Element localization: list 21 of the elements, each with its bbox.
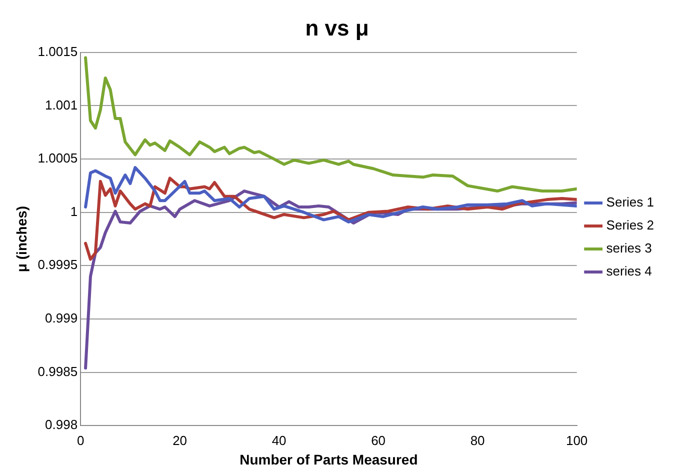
y-tick-label: 1.001: [45, 97, 78, 112]
chart-title: n vs μ: [305, 15, 369, 40]
y-tick-label: 0.9985: [38, 364, 78, 379]
legend-label: Series 1: [606, 194, 654, 210]
y-tick-label: 1.0005: [38, 150, 78, 166]
y-tick-label: 1.0015: [38, 44, 78, 59]
y-tick-label: 0.998: [45, 417, 78, 432]
x-tick-label: 60: [371, 432, 386, 448]
y-tick-label: 1: [70, 204, 78, 219]
legend-label: series 3: [606, 240, 652, 256]
x-tick-label: 80: [470, 432, 485, 448]
legend-label: series 4: [606, 264, 652, 279]
x-tick-label: 20: [172, 432, 188, 448]
y-tick-label: 0.999: [45, 310, 78, 326]
y-tick-label: 0.9995: [38, 257, 78, 272]
legend-label: Series 2: [606, 218, 654, 233]
x-tick-label: 0: [76, 432, 84, 448]
x-tick-label: 40: [272, 432, 286, 448]
x-axis-title: Number of Parts Measured: [240, 451, 418, 468]
x-tick-label: 100: [566, 432, 588, 448]
y-axis-title: μ (inches): [13, 206, 30, 272]
